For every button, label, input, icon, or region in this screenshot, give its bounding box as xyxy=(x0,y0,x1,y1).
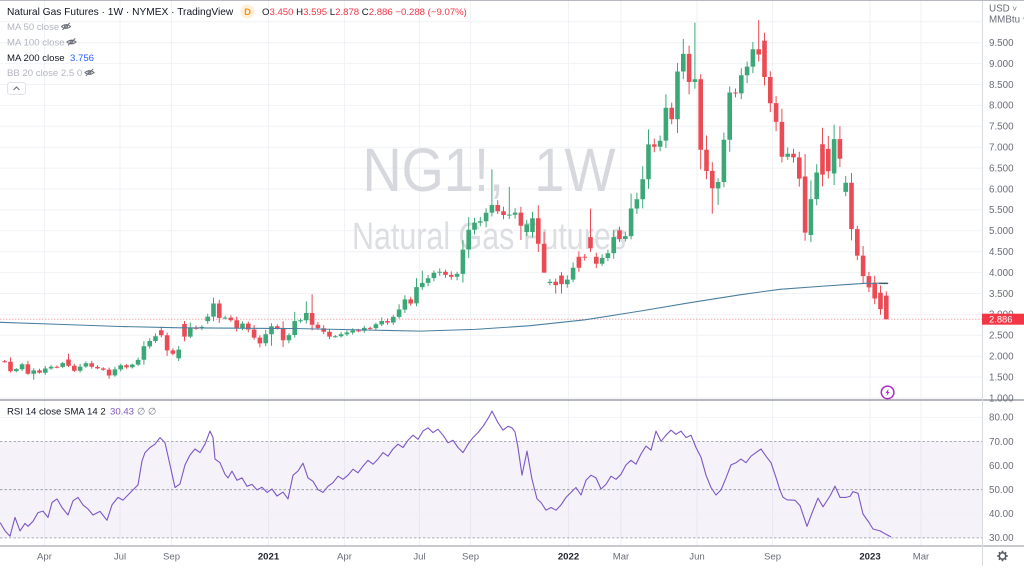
svg-text:30.43: 30.43 xyxy=(110,407,134,418)
svg-text:MMBtu ˅: MMBtu ˅ xyxy=(989,15,1024,26)
svg-text:Sep: Sep xyxy=(462,552,479,563)
svg-text:Apr: Apr xyxy=(37,552,53,563)
svg-text:5.000: 5.000 xyxy=(989,226,1014,237)
svg-text:∅ ∅: ∅ ∅ xyxy=(137,407,156,418)
svg-text:70.00: 70.00 xyxy=(989,437,1014,448)
svg-text:Natural Gas Futures · 1W · NYM: Natural Gas Futures · 1W · NYMEX · Tradi… xyxy=(7,7,234,18)
svg-text:60.00: 60.00 xyxy=(989,461,1014,472)
svg-text:Apr: Apr xyxy=(337,552,353,563)
svg-text:Mar: Mar xyxy=(913,552,930,563)
svg-text:MA 100 close: MA 100 close xyxy=(7,38,65,49)
svg-text:Sep: Sep xyxy=(764,552,781,563)
svg-text:BB 20 close 2.5 0: BB 20 close 2.5 0 xyxy=(7,68,82,79)
svg-text:Sep: Sep xyxy=(163,552,180,563)
svg-text:2021: 2021 xyxy=(258,552,280,563)
svg-text:30.00: 30.00 xyxy=(989,533,1014,544)
svg-text:Natural Gas Futures: Natural Gas Futures xyxy=(352,216,626,258)
svg-text:Mar: Mar xyxy=(613,552,630,563)
svg-text:O3.450 H3.595 L2.878 C2.886 −0: O3.450 H3.595 L2.878 C2.886 −0.288 (−9.0… xyxy=(262,7,467,18)
svg-text:2023: 2023 xyxy=(859,552,880,563)
svg-text:7.500: 7.500 xyxy=(989,122,1014,133)
svg-text:3.500: 3.500 xyxy=(989,289,1014,300)
svg-text:Jul: Jul xyxy=(413,552,425,563)
svg-text:2.500: 2.500 xyxy=(989,331,1014,342)
svg-text:9.500: 9.500 xyxy=(989,38,1014,49)
svg-text:6.500: 6.500 xyxy=(989,163,1014,174)
svg-text:2.000: 2.000 xyxy=(989,352,1014,363)
svg-text:2022: 2022 xyxy=(558,552,579,563)
svg-text:2.886: 2.886 xyxy=(989,314,1012,325)
svg-text:USD ˅: USD ˅ xyxy=(989,4,1017,15)
svg-text:1.500: 1.500 xyxy=(989,372,1014,383)
svg-text:4.500: 4.500 xyxy=(989,247,1014,258)
svg-text:5.500: 5.500 xyxy=(989,205,1014,216)
svg-text:50.00: 50.00 xyxy=(989,485,1014,496)
svg-text:D: D xyxy=(244,7,251,18)
svg-text:4.000: 4.000 xyxy=(989,268,1014,279)
svg-text:9.000: 9.000 xyxy=(989,59,1014,70)
svg-text:80.00: 80.00 xyxy=(989,413,1014,424)
svg-text:8.000: 8.000 xyxy=(989,101,1014,112)
svg-text:40.00: 40.00 xyxy=(989,509,1014,520)
svg-text:MA 200 close: MA 200 close xyxy=(7,53,65,64)
svg-text:1.000: 1.000 xyxy=(989,393,1014,404)
svg-text:MA 50 close: MA 50 close xyxy=(7,22,59,33)
svg-text:3.756: 3.756 xyxy=(70,53,94,64)
svg-text:7.000: 7.000 xyxy=(989,143,1014,154)
svg-text:Jul: Jul xyxy=(114,552,126,563)
svg-text:NG1!, 1W: NG1!, 1W xyxy=(363,136,616,204)
svg-text:8.500: 8.500 xyxy=(989,80,1014,91)
svg-text:Jun: Jun xyxy=(689,552,704,563)
svg-text:6.000: 6.000 xyxy=(989,184,1014,195)
svg-text:RSI 14 close SMA 14 2: RSI 14 close SMA 14 2 xyxy=(7,407,106,418)
